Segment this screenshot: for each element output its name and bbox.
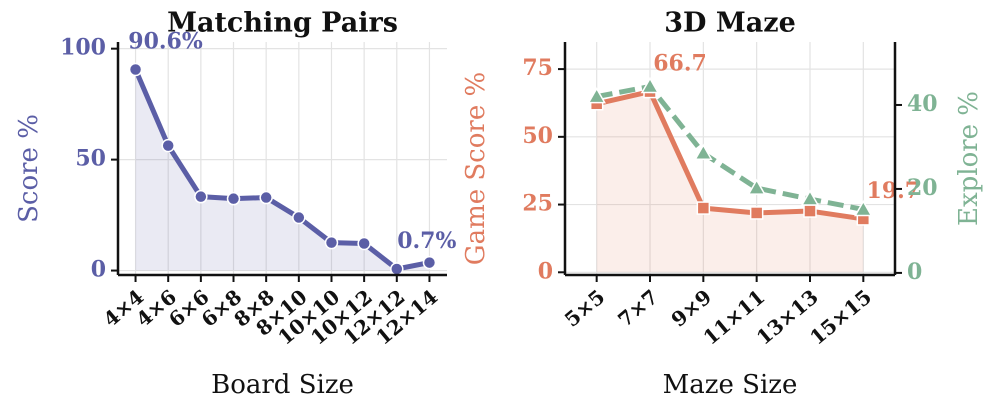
value-label: 19.7: [867, 178, 921, 204]
y2-tick-label: 40: [907, 91, 938, 117]
x-tick-label: 15×15: [805, 285, 876, 350]
chart-title: 3D Maze: [664, 8, 796, 39]
marker: [226, 191, 241, 206]
value-label: 0.7%: [397, 228, 456, 254]
y-tick-label: 100: [60, 35, 106, 61]
marker: [747, 178, 766, 195]
marker: [800, 189, 820, 206]
marker: [292, 210, 306, 225]
marker: [696, 201, 711, 215]
area: [596, 91, 864, 273]
x-tick-label: 5×5: [560, 285, 610, 332]
y-axis-label: Score %: [14, 114, 44, 223]
marker: [128, 62, 143, 77]
marker: [259, 190, 273, 205]
marker: [694, 143, 713, 161]
y-axis-label: Game Score %: [461, 72, 491, 265]
marker: [357, 236, 371, 251]
line: [133, 68, 430, 272]
y2-tick-label: 20: [907, 175, 938, 201]
marker: [640, 76, 660, 94]
value-label: 90.6%: [128, 29, 203, 55]
marker: [854, 199, 873, 217]
marker: [749, 206, 764, 220]
marker: [803, 204, 817, 218]
marker: [422, 255, 437, 270]
marker: [194, 189, 208, 204]
marker: [324, 235, 339, 250]
marker: [390, 262, 404, 276]
y-tick-label: 75: [522, 55, 553, 81]
chart-title: Matching Pairs: [167, 8, 398, 39]
line: [596, 84, 864, 212]
y-tick-label: 0: [538, 258, 553, 284]
x-tick-label: 7×7: [613, 285, 663, 332]
y-tick-label: 50: [522, 123, 553, 149]
y2-axis-label: Explore %: [954, 91, 984, 226]
line: [596, 89, 864, 222]
y-tick-label: 0: [91, 257, 106, 283]
x-axis-label: Board Size: [211, 370, 354, 400]
area: [135, 69, 430, 271]
value-label: 66.7: [653, 51, 707, 77]
y2-tick-label: 0: [907, 259, 922, 285]
marker: [587, 87, 606, 104]
marker: [161, 138, 175, 153]
y-tick-label: 25: [522, 191, 553, 217]
y-tick-label: 50: [75, 146, 106, 172]
x-axis-label: Maze Size: [663, 370, 798, 400]
